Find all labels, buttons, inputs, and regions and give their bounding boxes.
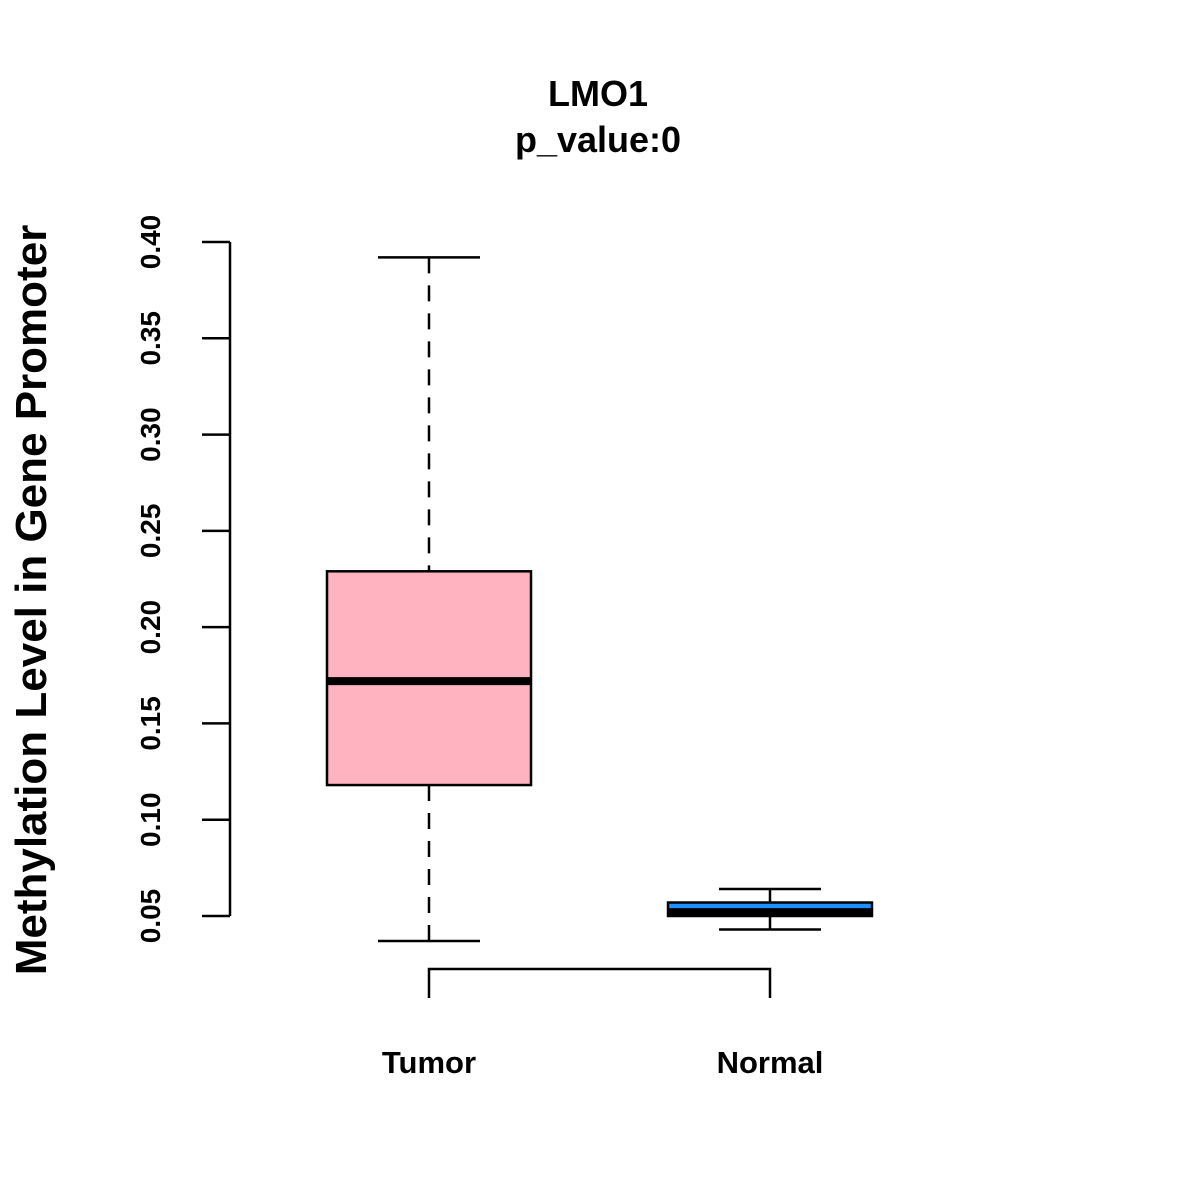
y-tick-label: 0.40 <box>135 215 166 270</box>
x-category-labels: Tumor Normal <box>382 1045 823 1080</box>
x-category-label: Tumor <box>382 1045 476 1080</box>
comparison-bracket <box>427 967 772 998</box>
box-tumor <box>325 256 533 943</box>
bracket-line <box>427 967 772 998</box>
box-normal <box>666 887 874 931</box>
y-tick-label: 0.15 <box>135 696 166 751</box>
y-tick-label: 0.10 <box>135 792 166 847</box>
y-tick-label: 0.25 <box>135 504 166 559</box>
y-tick-label: 0.30 <box>135 407 166 462</box>
x-category-label: Normal <box>717 1045 824 1080</box>
y-tick-label: 0.05 <box>135 889 166 944</box>
boxes-group <box>325 256 874 943</box>
y-tick-label: 0.35 <box>135 311 166 366</box>
y-axis: 0.05 0.10 0.15 0.20 0.25 0.30 0.35 0.40 <box>135 215 232 944</box>
y-axis-label: Methylation Level in Gene Promoter <box>7 225 56 976</box>
chart-subtitle: p_value:0 <box>515 119 681 160</box>
chart-title: LMO1 <box>548 73 648 114</box>
y-tick-label: 0.20 <box>135 600 166 655</box>
